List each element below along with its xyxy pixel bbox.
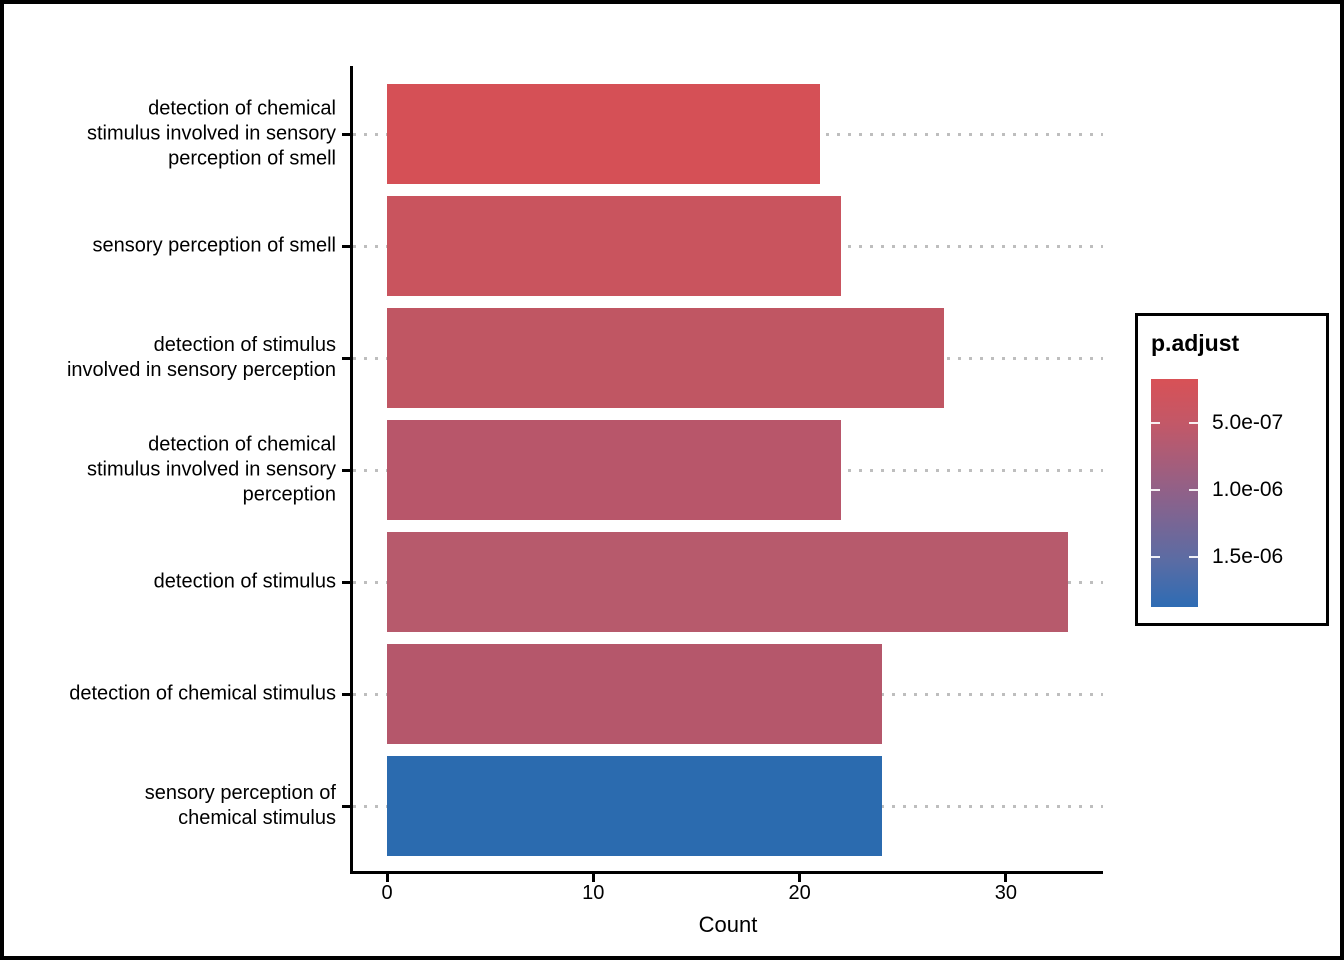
legend-tick-label: 1.0e-06 bbox=[1212, 478, 1284, 502]
category-label: sensory perception of smell bbox=[92, 234, 336, 257]
legend-gradient-bar bbox=[1151, 379, 1198, 607]
y-axis-tick bbox=[342, 581, 351, 584]
bar bbox=[387, 308, 944, 408]
legend-tick-mark bbox=[1189, 556, 1198, 559]
legend-tick-mark bbox=[1151, 556, 1160, 559]
category-label: sensory perception of chemical stimulus bbox=[144, 782, 336, 829]
legend: p.adjust 5.0e-07 1.0e-06 1.5e-06 bbox=[1135, 313, 1329, 626]
x-axis-tick bbox=[591, 874, 595, 882]
bar bbox=[387, 84, 820, 184]
legend-title: p.adjust bbox=[1151, 330, 1240, 356]
x-axis-tick bbox=[385, 874, 389, 882]
y-axis-tick bbox=[342, 357, 351, 360]
category-label: detection of stimulus involved in sensor… bbox=[66, 334, 336, 381]
y-axis-tick bbox=[342, 693, 351, 696]
y-axis-tick bbox=[342, 133, 351, 136]
x-axis-tick bbox=[1004, 874, 1008, 882]
legend-tick-label: 1.5e-06 bbox=[1212, 545, 1284, 569]
bar bbox=[387, 196, 841, 296]
category-label: detection of chemical stimulus bbox=[69, 682, 336, 705]
y-axis-tick bbox=[342, 245, 351, 248]
category-label: detection of chemical stimulus involved … bbox=[87, 97, 336, 170]
x-axis-tick bbox=[798, 874, 802, 882]
y-axis-line bbox=[350, 66, 353, 874]
bar bbox=[387, 644, 882, 744]
x-tick-label: 20 bbox=[788, 882, 811, 904]
x-axis-line bbox=[350, 871, 1103, 874]
legend-tick-mark bbox=[1151, 422, 1160, 424]
bar bbox=[387, 420, 841, 520]
x-axis-title: Count bbox=[698, 912, 758, 937]
legend-tick-label: 5.0e-07 bbox=[1212, 411, 1284, 434]
legend-tick-mark bbox=[1151, 489, 1160, 492]
legend-tick-mark bbox=[1189, 489, 1198, 492]
category-label: detection of chemical stimulus involved … bbox=[87, 433, 336, 506]
legend-tick-mark bbox=[1189, 422, 1198, 424]
category-label: detection of stimulus bbox=[153, 570, 336, 593]
bar bbox=[387, 756, 882, 856]
y-axis-tick bbox=[342, 805, 351, 808]
y-axis-tick bbox=[342, 469, 351, 472]
x-tick-label: 10 bbox=[582, 882, 605, 904]
bar bbox=[387, 532, 1068, 632]
x-tick-label: 30 bbox=[994, 882, 1018, 904]
x-tick-label: 0 bbox=[381, 882, 393, 904]
